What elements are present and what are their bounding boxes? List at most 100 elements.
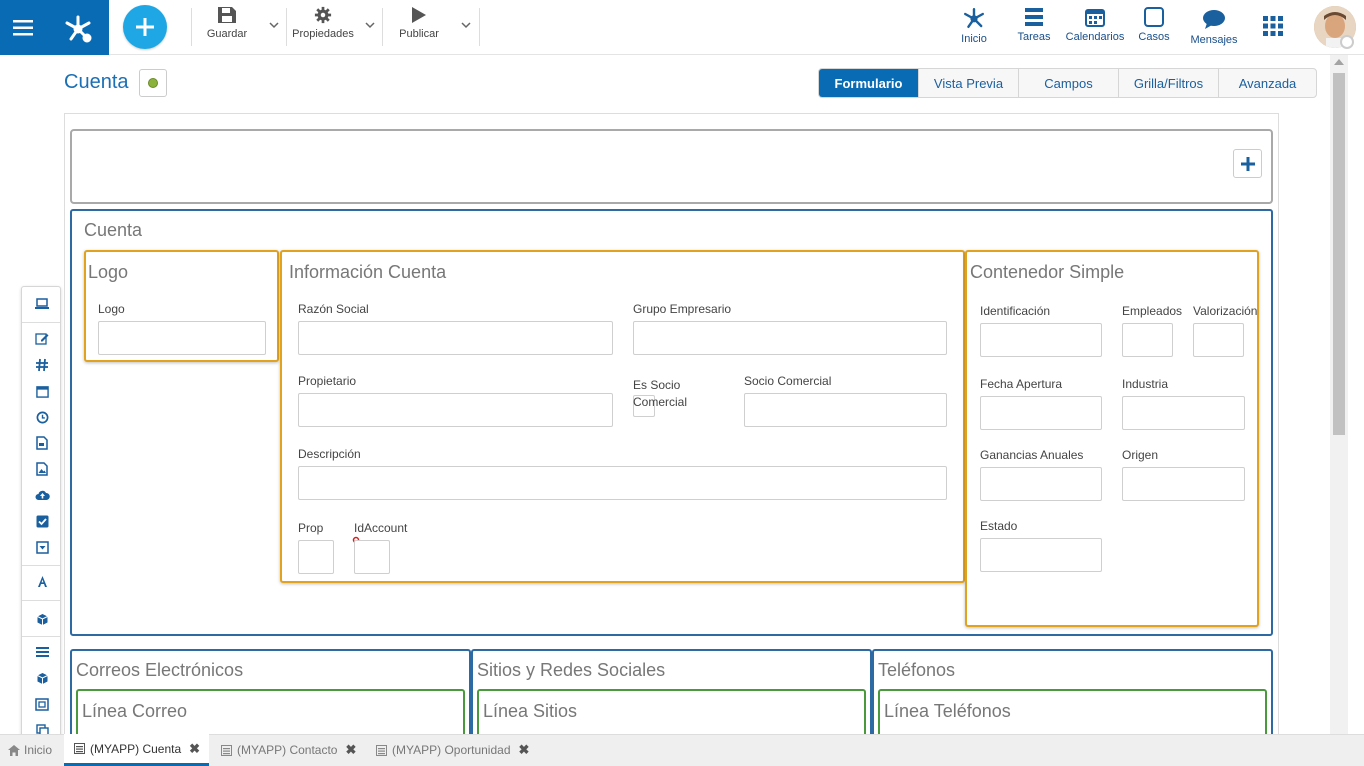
form-header-panel[interactable] <box>70 129 1273 204</box>
tool-dropdown[interactable] <box>33 538 51 556</box>
cube-icon <box>36 613 48 625</box>
clock-icon <box>36 411 48 423</box>
tool-image[interactable] <box>33 460 51 478</box>
nav-messages[interactable]: Mensajes <box>1189 9 1239 53</box>
file-icon <box>36 436 48 450</box>
properties-dropdown-button[interactable] <box>364 18 378 32</box>
tool-list[interactable] <box>33 643 51 661</box>
identificacion-field[interactable] <box>980 323 1102 357</box>
properties-button[interactable]: Propiedades <box>292 6 354 48</box>
scrollbar-thumb[interactable] <box>1333 73 1345 435</box>
bottom-tab-home-label: Inicio <box>24 743 53 757</box>
hamburger-menu-button[interactable] <box>0 0 46 55</box>
hash-icon <box>36 358 48 372</box>
tool-label[interactable] <box>33 572 51 590</box>
scroll-up-arrow-icon[interactable] <box>1334 59 1344 65</box>
tab-avanzada[interactable]: Avanzada <box>1218 69 1316 97</box>
publish-dropdown-button[interactable] <box>460 18 474 32</box>
save-button[interactable]: Guardar <box>205 6 249 48</box>
tool-time[interactable] <box>33 408 51 426</box>
dropdown-icon <box>35 540 49 554</box>
origen-field[interactable] <box>1122 467 1245 501</box>
chevron-down-icon <box>365 22 375 29</box>
add-header-element-button[interactable] <box>1233 149 1262 178</box>
tool-upload[interactable] <box>33 486 51 504</box>
nav-tasks-label: Tareas <box>1017 31 1051 43</box>
toolbox-separator <box>22 565 60 566</box>
status-button[interactable] <box>139 69 167 97</box>
font-letter-icon <box>37 575 47 587</box>
nav-home[interactable]: Inicio <box>956 6 992 50</box>
chevron-down-icon <box>461 22 471 29</box>
razon-social-field[interactable] <box>298 321 613 355</box>
tool-entity[interactable] <box>33 610 51 628</box>
estado-field[interactable] <box>980 538 1102 572</box>
close-icon[interactable]: ✖ <box>518 742 530 757</box>
properties-label: Propiedades <box>292 28 354 40</box>
socio-comercial-field[interactable] <box>744 393 947 427</box>
bottom-tab-cuenta[interactable]: (MYAPP) Cuenta ✖ <box>64 734 209 766</box>
cube-icon <box>36 672 48 684</box>
nav-calendars[interactable]: Calendarios <box>1065 6 1125 50</box>
bottom-tab-contacto[interactable]: (MYAPP) Contacto ✖ <box>221 734 361 766</box>
fecha-apertura-label: Fecha Apertura <box>980 377 1063 391</box>
es-socio-checkbox[interactable] <box>633 395 655 417</box>
user-avatar[interactable] <box>1314 6 1356 48</box>
bottom-tab-oportunidad[interactable]: (MYAPP) Oportunidad ✖ <box>376 734 536 766</box>
grupo-empresario-label: Grupo Empresario <box>633 302 732 316</box>
idaccount-field[interactable] <box>354 540 390 574</box>
nav-messages-label: Mensajes <box>1190 34 1238 46</box>
valorizacion-field[interactable] <box>1193 323 1244 357</box>
tab-vista-previa[interactable]: Vista Previa <box>918 69 1018 97</box>
grupo-empresario-field[interactable] <box>633 321 947 355</box>
gear-icon <box>314 6 332 24</box>
tool-text-input[interactable] <box>33 330 51 348</box>
close-icon[interactable]: ✖ <box>189 740 201 756</box>
nav-cases[interactable]: Casos <box>1136 6 1172 50</box>
descripcion-field[interactable] <box>298 466 947 500</box>
case-square-icon <box>1144 7 1164 27</box>
tool-file[interactable] <box>33 434 51 452</box>
ganancias-anuales-field[interactable] <box>980 467 1102 501</box>
prop-field[interactable] <box>298 540 334 574</box>
industria-field[interactable] <box>1122 396 1245 430</box>
logo-field[interactable] <box>98 321 266 355</box>
tool-collection[interactable] <box>33 669 51 687</box>
tool-laptop[interactable] <box>33 295 51 313</box>
form-icon <box>221 744 232 756</box>
view-tabs: Formulario Vista Previa Campos Grilla/Fi… <box>818 68 1317 98</box>
tab-formulario[interactable]: Formulario <box>819 69 918 97</box>
line-telefonos-title: Línea Teléfonos <box>884 701 1011 721</box>
create-new-button[interactable] <box>123 5 167 49</box>
apps-grid-button[interactable] <box>1262 15 1286 39</box>
tool-date[interactable] <box>33 382 51 400</box>
empleados-label: Empleados <box>1122 304 1183 318</box>
fecha-apertura-field[interactable] <box>980 396 1102 430</box>
toolbar-separator <box>382 8 383 46</box>
app-logo[interactable] <box>46 0 109 55</box>
tool-container[interactable] <box>33 695 51 713</box>
calendar-icon <box>1085 9 1105 27</box>
tool-checkbox[interactable] <box>33 512 51 530</box>
empleados-field[interactable] <box>1122 323 1173 357</box>
publish-button[interactable]: Publicar <box>397 6 441 48</box>
tab-grilla-filtros[interactable]: Grilla/Filtros <box>1118 69 1218 97</box>
bottom-tab-home[interactable]: Inicio <box>8 734 60 766</box>
propietario-field[interactable] <box>298 393 613 427</box>
close-icon[interactable]: ✖ <box>345 742 357 757</box>
element-toolbox <box>21 286 61 742</box>
idaccount-label: IdAccount <box>354 521 408 535</box>
form-icon <box>74 743 85 754</box>
line-sitios-title: Línea Sitios <box>483 701 578 721</box>
tasks-icon <box>1025 8 1043 26</box>
industria-label: Industria <box>1122 377 1169 391</box>
save-dropdown-button[interactable] <box>268 18 282 32</box>
toolbar-separator <box>191 8 192 46</box>
valorizacion-label: Valorización <box>1193 304 1257 318</box>
network-logo-icon <box>65 15 91 42</box>
es-socio-label: Es Socio Comercial <box>633 378 688 409</box>
tab-campos[interactable]: Campos <box>1018 69 1118 97</box>
tool-number[interactable] <box>33 356 51 374</box>
nav-tasks[interactable]: Tareas <box>1016 6 1052 50</box>
nav-home-label: Inicio <box>961 33 987 45</box>
